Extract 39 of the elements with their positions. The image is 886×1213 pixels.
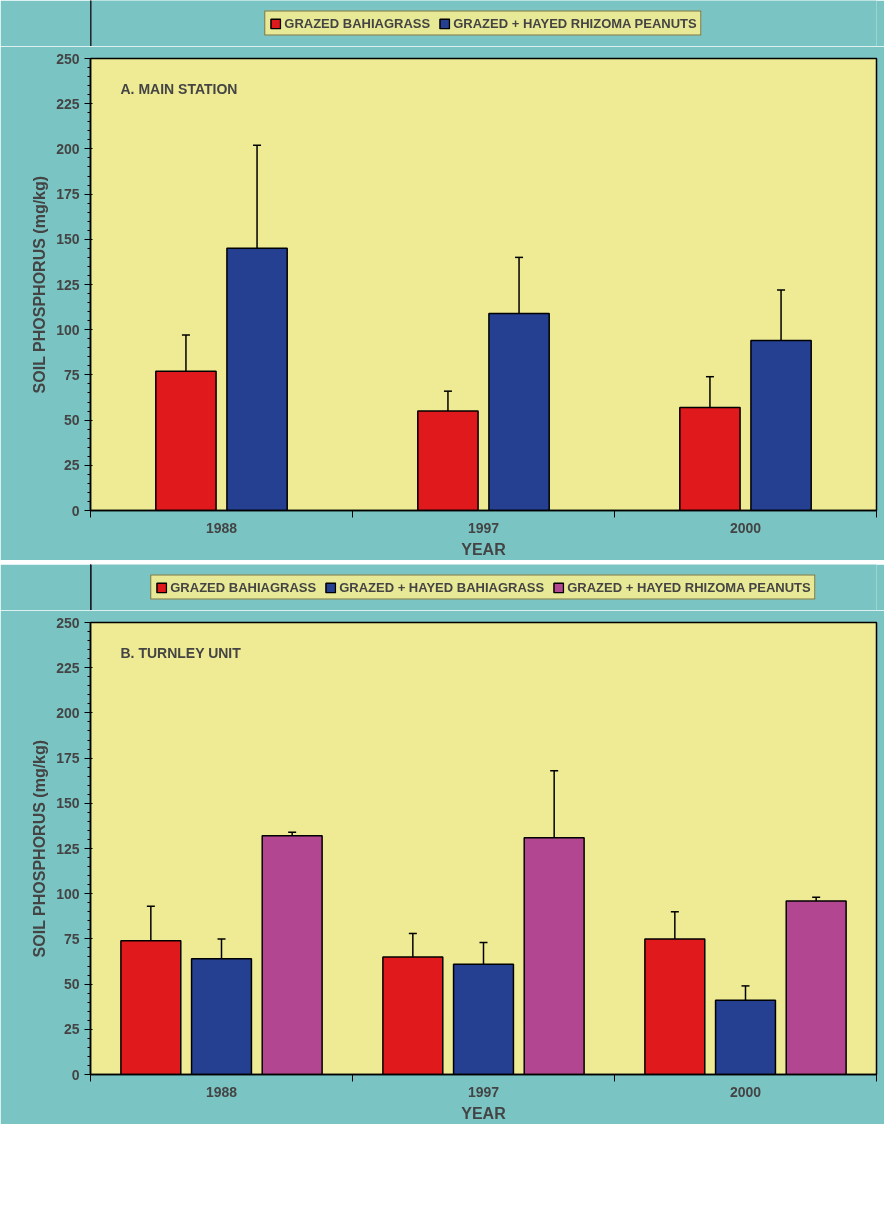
y-tick-label: 0 bbox=[71, 502, 80, 519]
x-axis-title: YEAR bbox=[461, 1104, 507, 1122]
y-tick-label: 250 bbox=[56, 614, 80, 631]
y-axis-title: SOIL PHOSPHORUS (mg/kg) bbox=[31, 739, 49, 958]
x-tick-label: 1997 bbox=[467, 519, 500, 536]
text: A. MAIN STATION bbox=[120, 80, 238, 97]
y-axis-title: SOIL PHOSPHORUS (mg/kg) bbox=[31, 175, 49, 394]
y-tick-label: 75 bbox=[63, 366, 80, 383]
text: B. TURNLEY UNIT bbox=[120, 644, 242, 661]
legend-label: GRAZED + HAYED RHIZOMA PEANUTS bbox=[567, 579, 811, 595]
y-tick-label: 250 bbox=[56, 50, 80, 67]
y-tick-label: 75 bbox=[63, 930, 80, 947]
x-tick-label: 1997 bbox=[467, 1083, 500, 1100]
y-tick-label: 125 bbox=[56, 840, 80, 857]
y-tick-label: 150 bbox=[56, 231, 80, 248]
y-tick-label: 150 bbox=[56, 795, 80, 812]
y-tick-label: 50 bbox=[63, 976, 80, 993]
legend-label: GRAZED BAHIAGRASS bbox=[284, 15, 431, 31]
y-tick-label: 200 bbox=[56, 140, 80, 157]
x-tick-label: 1988 bbox=[205, 519, 238, 536]
y-tick-label: 100 bbox=[56, 321, 80, 338]
y-tick-label: 175 bbox=[56, 750, 80, 767]
y-tick-label: 175 bbox=[56, 186, 80, 203]
y-tick-label: 0 bbox=[71, 1066, 80, 1083]
y-tick-label: 225 bbox=[56, 95, 80, 112]
y-tick-label: 50 bbox=[63, 412, 80, 429]
x-tick-label: 1988 bbox=[205, 1083, 238, 1100]
legend-label: GRAZED + HAYED BAHIAGRASS bbox=[339, 579, 545, 595]
y-tick-label: 225 bbox=[56, 659, 80, 676]
x-tick-label: 2000 bbox=[729, 1083, 762, 1100]
legend-label: GRAZED + HAYED RHIZOMA PEANUTS bbox=[453, 15, 697, 31]
y-tick-label: 100 bbox=[56, 885, 80, 902]
x-axis-title: YEAR bbox=[461, 540, 507, 558]
legend-label: GRAZED BAHIAGRASS bbox=[170, 579, 317, 595]
y-tick-label: 200 bbox=[56, 704, 80, 721]
y-tick-label: 125 bbox=[56, 276, 80, 293]
y-tick-label: 25 bbox=[63, 457, 80, 474]
y-tick-label: 25 bbox=[63, 1021, 80, 1038]
x-tick-label: 2000 bbox=[729, 519, 762, 536]
